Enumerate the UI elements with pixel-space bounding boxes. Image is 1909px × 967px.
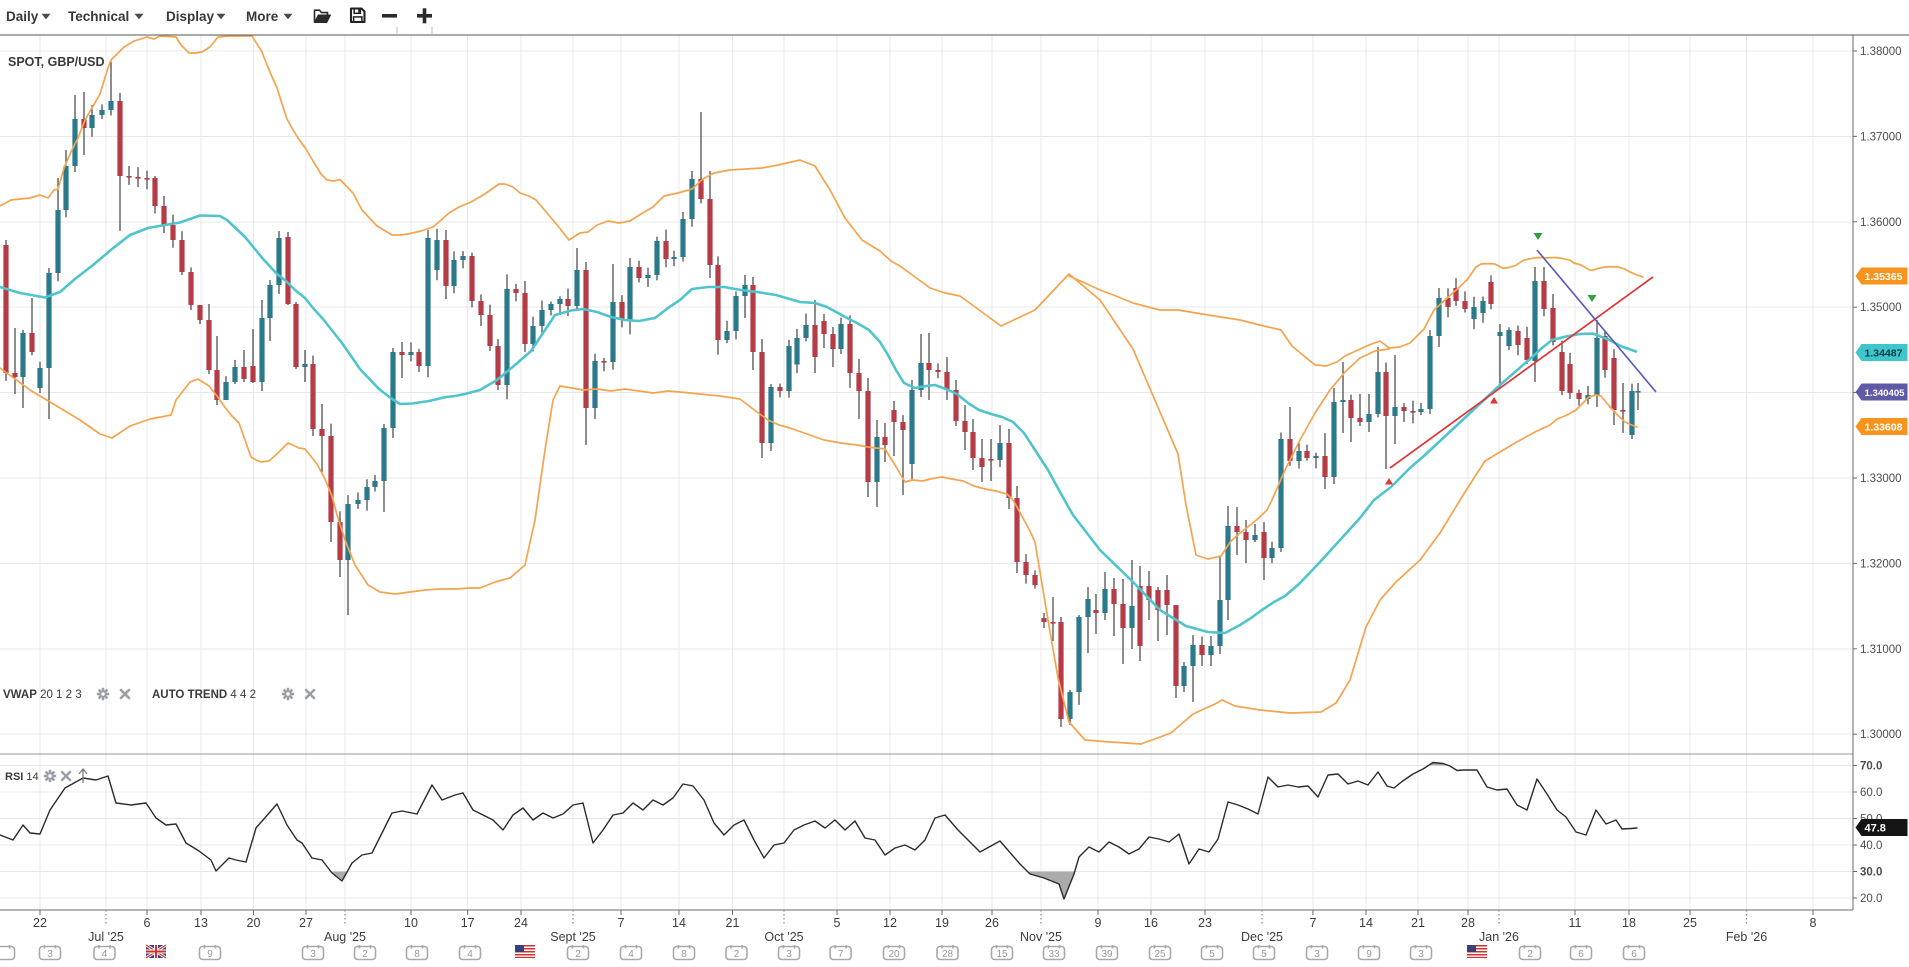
svg-text:Jan '26: Jan '26 xyxy=(1479,930,1519,944)
svg-text:Nov '25: Nov '25 xyxy=(1020,930,1062,944)
svg-text:Sept '25: Sept '25 xyxy=(550,930,596,944)
svg-text:2: 2 xyxy=(575,949,581,960)
svg-text:1.30000: 1.30000 xyxy=(1860,729,1902,741)
svg-text:6: 6 xyxy=(1578,949,1584,960)
svg-text:9: 9 xyxy=(1366,949,1372,960)
svg-text:4: 4 xyxy=(628,949,634,960)
svg-text:3: 3 xyxy=(1314,949,1320,960)
svg-text:20: 20 xyxy=(247,916,261,930)
svg-text:28: 28 xyxy=(1461,916,1475,930)
svg-text:4: 4 xyxy=(467,949,473,960)
svg-text:10: 10 xyxy=(404,916,418,930)
svg-text:Daily: Daily xyxy=(6,9,39,24)
svg-text:9: 9 xyxy=(1095,916,1102,930)
svg-text:1.38000: 1.38000 xyxy=(1860,46,1902,58)
svg-text:More: More xyxy=(246,9,279,24)
svg-text:17: 17 xyxy=(461,916,475,930)
svg-text:2: 2 xyxy=(362,949,368,960)
svg-text:3: 3 xyxy=(310,949,316,960)
svg-text:Oct '25: Oct '25 xyxy=(764,930,803,944)
svg-text:1.32000: 1.32000 xyxy=(1860,558,1902,570)
svg-text:14: 14 xyxy=(672,916,686,930)
svg-text:Display: Display xyxy=(166,9,215,24)
svg-text:21: 21 xyxy=(1411,916,1425,930)
svg-text:1.34487: 1.34487 xyxy=(1865,347,1903,359)
svg-text:70.0: 70.0 xyxy=(1860,761,1882,773)
svg-text:6: 6 xyxy=(144,916,151,930)
svg-text:2: 2 xyxy=(734,949,740,960)
svg-text:30.0: 30.0 xyxy=(1860,867,1882,879)
svg-text:9: 9 xyxy=(207,949,213,960)
svg-text:RSI 14: RSI 14 xyxy=(5,771,39,783)
svg-text:13: 13 xyxy=(194,916,208,930)
svg-text:60.0: 60.0 xyxy=(1860,787,1882,799)
svg-text:3: 3 xyxy=(1418,949,1424,960)
svg-text:Aug '25: Aug '25 xyxy=(324,930,366,944)
svg-text:14: 14 xyxy=(1359,916,1373,930)
svg-text:Technical: Technical xyxy=(68,9,129,24)
svg-text:19: 19 xyxy=(935,916,949,930)
svg-text:1.35365: 1.35365 xyxy=(1865,271,1903,283)
svg-text:24: 24 xyxy=(514,916,528,930)
svg-text:6: 6 xyxy=(1631,949,1637,960)
svg-text:5: 5 xyxy=(1261,949,1267,960)
svg-text:Dec '25: Dec '25 xyxy=(1241,930,1283,944)
svg-text:39: 39 xyxy=(1101,949,1113,960)
svg-text:25: 25 xyxy=(1683,916,1697,930)
svg-text:Jul '25: Jul '25 xyxy=(88,930,124,944)
svg-text:AUTO TREND 4 4 2: AUTO TREND 4 4 2 xyxy=(152,689,256,701)
svg-text:25: 25 xyxy=(1154,949,1166,960)
svg-text:VWAP 20 1 2 3: VWAP 20 1 2 3 xyxy=(3,689,82,701)
svg-text:18: 18 xyxy=(1622,916,1636,930)
svg-text:7: 7 xyxy=(1310,916,1317,930)
svg-text:1.36000: 1.36000 xyxy=(1860,217,1902,229)
svg-text:5: 5 xyxy=(1209,949,1215,960)
svg-text:8: 8 xyxy=(681,949,687,960)
svg-text:Feb '26: Feb '26 xyxy=(1726,930,1767,944)
svg-text:4: 4 xyxy=(102,949,108,960)
svg-text:1.33608: 1.33608 xyxy=(1865,421,1903,433)
svg-text:15: 15 xyxy=(996,949,1008,960)
svg-text:26: 26 xyxy=(985,916,999,930)
svg-text:5: 5 xyxy=(834,916,841,930)
svg-text:8: 8 xyxy=(1810,916,1817,930)
svg-text:1.340405: 1.340405 xyxy=(1865,388,1906,399)
svg-text:28: 28 xyxy=(942,949,954,960)
svg-text:20: 20 xyxy=(888,949,900,960)
svg-text:2: 2 xyxy=(1527,949,1533,960)
svg-text:1.35000: 1.35000 xyxy=(1860,302,1902,314)
svg-text:33: 33 xyxy=(1048,949,1060,960)
svg-text:3: 3 xyxy=(47,949,53,960)
svg-text:11: 11 xyxy=(1569,916,1582,930)
svg-text:1.33000: 1.33000 xyxy=(1860,473,1902,485)
svg-text:7: 7 xyxy=(838,949,844,960)
svg-text:8: 8 xyxy=(414,949,420,960)
svg-text:12: 12 xyxy=(883,916,897,930)
svg-text:16: 16 xyxy=(1144,916,1158,930)
svg-text:40.0: 40.0 xyxy=(1860,840,1882,852)
svg-text:21: 21 xyxy=(726,916,740,930)
svg-text:47.8: 47.8 xyxy=(1865,822,1886,834)
svg-text:27: 27 xyxy=(299,916,313,930)
svg-text:1.37000: 1.37000 xyxy=(1860,131,1902,143)
svg-text:SPOT, GBP/USD: SPOT, GBP/USD xyxy=(8,55,105,69)
svg-text:20.0: 20.0 xyxy=(1860,893,1882,905)
svg-text:23: 23 xyxy=(1198,916,1212,930)
svg-text:1.31000: 1.31000 xyxy=(1860,644,1902,656)
svg-text:3: 3 xyxy=(786,949,792,960)
svg-text:22: 22 xyxy=(33,916,47,930)
svg-text:7: 7 xyxy=(618,916,625,930)
